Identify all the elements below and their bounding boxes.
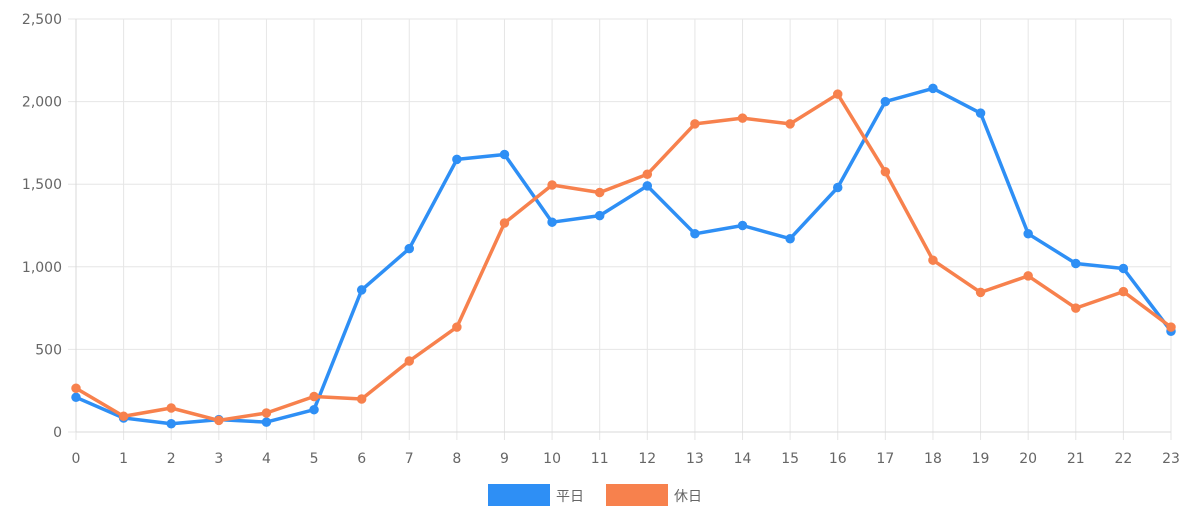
series-0 [71, 83, 1176, 429]
legend-item-1[interactable]: 休日 [606, 484, 702, 506]
data-point[interactable] [499, 149, 510, 160]
legend-label: 休日 [674, 489, 702, 505]
data-point[interactable] [261, 417, 272, 427]
data-point[interactable] [642, 181, 653, 191]
data-point[interactable] [214, 415, 224, 426]
chart-legend[interactable]: 平日 休日 [488, 484, 702, 506]
data-point[interactable] [594, 187, 605, 198]
x-tick-label: 14 [734, 451, 752, 467]
grid-layer [68, 18, 1172, 440]
x-tick-label: 6 [357, 451, 366, 467]
y-tick-label: 1,000 [22, 260, 62, 276]
data-point[interactable] [1023, 271, 1033, 281]
data-point[interactable] [1023, 229, 1033, 239]
data-point[interactable] [309, 404, 319, 415]
legend-swatch [606, 484, 668, 506]
data-point[interactable] [404, 356, 415, 366]
x-tick-label: 12 [638, 451, 656, 467]
data-point[interactable] [928, 255, 938, 265]
data-point[interactable] [452, 154, 462, 165]
data-point[interactable] [1071, 258, 1081, 269]
x-tick-label: 0 [72, 451, 81, 467]
data-point[interactable] [975, 287, 986, 298]
data-point[interactable] [452, 322, 462, 332]
x-tick-label: 20 [1019, 451, 1037, 467]
series-layer [71, 83, 1176, 429]
series-line [74, 92, 1173, 423]
data-point[interactable] [737, 113, 748, 123]
legend-item-0[interactable]: 平日 [488, 484, 584, 506]
data-point[interactable] [690, 119, 700, 129]
data-point[interactable] [309, 391, 319, 402]
series-line [74, 86, 1173, 426]
data-point[interactable] [166, 403, 176, 413]
data-point[interactable] [1118, 286, 1129, 297]
data-point[interactable] [71, 392, 81, 403]
x-tick-label: 22 [1114, 451, 1132, 467]
data-point[interactable] [547, 180, 557, 190]
data-point[interactable] [118, 411, 129, 422]
x-tick-label: 16 [829, 451, 847, 467]
data-point[interactable] [261, 408, 272, 418]
x-tick-label: 4 [262, 451, 271, 467]
x-tick-label: 21 [1067, 451, 1085, 467]
legend-swatch [488, 484, 550, 506]
data-point[interactable] [594, 210, 605, 221]
data-point[interactable] [690, 229, 700, 239]
data-point[interactable] [547, 217, 557, 227]
y-tick-label: 1,500 [22, 177, 62, 193]
x-tick-label: 11 [591, 451, 609, 467]
data-point[interactable] [1071, 303, 1081, 313]
data-point[interactable] [1118, 263, 1129, 274]
data-point[interactable] [975, 108, 986, 118]
x-tick-label: 15 [781, 451, 799, 467]
data-point[interactable] [832, 182, 843, 193]
x-tick-label: 5 [310, 451, 319, 467]
data-point[interactable] [642, 169, 653, 180]
legend-label: 平日 [556, 489, 584, 505]
x-tick-label: 10 [543, 451, 561, 467]
x-tick-label: 18 [924, 451, 942, 467]
data-point[interactable] [785, 233, 795, 244]
x-tick-label: 7 [405, 451, 414, 467]
y-tick-label: 500 [35, 342, 62, 358]
x-tick-label: 1 [119, 451, 128, 467]
data-point[interactable] [499, 218, 510, 228]
data-point[interactable] [832, 89, 843, 99]
series-1 [71, 89, 1176, 426]
x-tick-label: 2 [167, 451, 176, 467]
x-tick-label: 9 [500, 451, 509, 467]
data-point[interactable] [880, 96, 891, 107]
x-tick-label: 3 [214, 451, 223, 467]
data-point[interactable] [928, 83, 938, 94]
y-tick-label: 2,000 [22, 95, 62, 111]
data-point[interactable] [356, 394, 367, 404]
data-point[interactable] [404, 243, 415, 254]
data-point[interactable] [737, 220, 748, 231]
x-tick-label: 19 [972, 451, 990, 467]
data-point[interactable] [166, 418, 176, 429]
y-tick-label: 2,500 [22, 12, 62, 28]
x-tick-label: 8 [452, 451, 461, 467]
x-tick-label: 13 [686, 451, 704, 467]
data-point[interactable] [71, 383, 81, 393]
data-point[interactable] [785, 119, 795, 129]
x-tick-label: 17 [876, 451, 894, 467]
data-point[interactable] [1166, 322, 1176, 332]
y-tick-label: 0 [53, 425, 62, 441]
x-tick-label: 23 [1162, 451, 1180, 467]
data-point[interactable] [880, 167, 891, 177]
data-point[interactable] [356, 285, 367, 295]
